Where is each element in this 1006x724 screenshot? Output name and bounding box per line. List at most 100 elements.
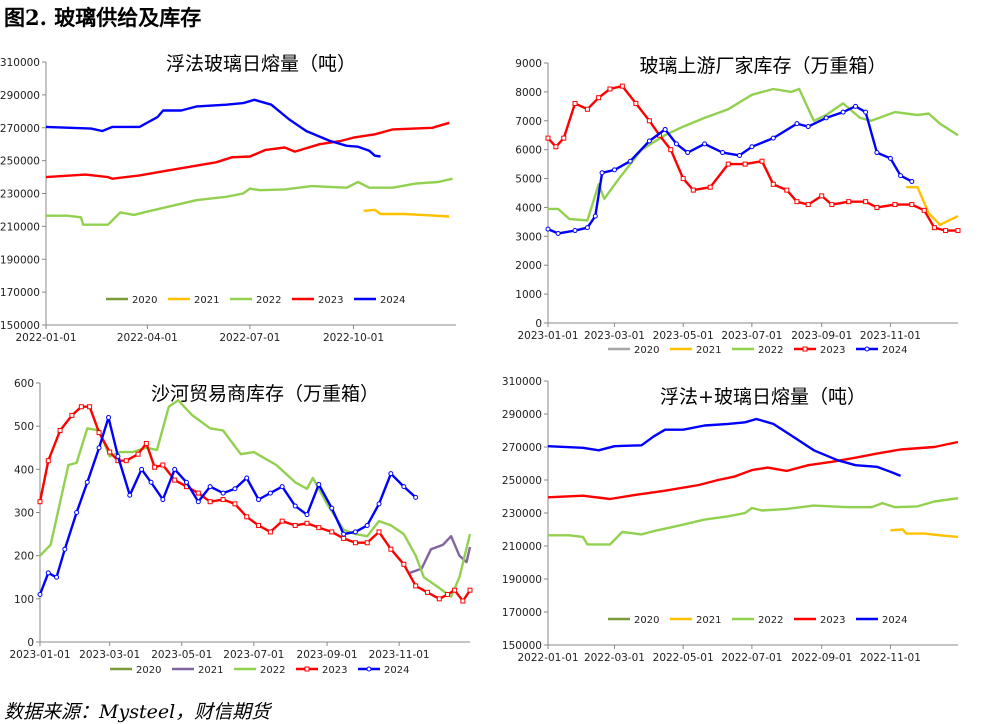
data-point-2023 [256,522,262,528]
data-point-2024 [148,479,154,485]
data-point-2023 [244,514,250,520]
legend-label-2022: 2022 [256,295,281,306]
data-point-2024 [195,499,201,505]
data-point-2024 [685,150,691,156]
data-point-2024 [84,479,90,485]
legend-label-2024: 2024 [882,615,907,626]
series-line-2024 [547,105,913,235]
legend-label-2023: 2023 [820,615,845,626]
data-point-2023 [45,458,51,464]
y-tick-label: 7000 [515,116,542,128]
y-tick-label: 290000 [0,90,40,102]
data-point-2024 [720,150,726,156]
x-tick-label: 2022-05-01 [653,652,714,664]
legend-label-2024: 2024 [384,665,409,676]
data-point-2024 [256,497,262,503]
legend-label-2022: 2022 [260,665,285,676]
data-point-2023 [955,228,961,234]
data-point-2024 [805,124,811,130]
data-point-2024 [823,115,829,121]
data-point-2024 [770,135,776,141]
data-point-2023 [921,207,927,213]
data-point-2023 [143,440,149,446]
data-point-2024 [572,228,578,234]
data-point-2023 [424,589,430,595]
data-point-2023 [596,95,602,101]
y-tick-label: 150000 [0,320,40,332]
data-point-2023 [707,184,713,190]
x-tick-label: 2023-01-01 [517,330,578,342]
series-line-2023 [38,405,472,603]
legend-label-2024: 2024 [882,345,907,356]
data-point-2023 [207,499,213,505]
x-tick-label: 2022-07-01 [219,332,280,344]
legend-marker-2024 [366,666,372,672]
data-point-2023 [829,202,835,208]
data-point-2023 [401,561,407,567]
data-point-2024 [662,126,668,132]
y-tick-label: 8000 [515,87,542,99]
y-tick-label: 600 [14,378,34,390]
data-point-2024 [611,167,617,173]
chart-title: 沙河贸易商库存（万重箱） [151,383,379,405]
data-point-2023 [69,412,75,418]
series-line-2021 [906,185,959,227]
y-tick-label: 200 [14,551,34,563]
chart-title: 浮法+玻璃日熔量（吨） [660,386,866,408]
data-point-2023 [545,135,551,141]
data-point-2023 [805,202,811,208]
data-point-2024 [555,230,561,236]
y-tick-label: 9000 [515,58,542,70]
y-tick-label: 210000 [0,221,40,233]
data-point-2023 [279,518,285,524]
data-point-2024 [139,466,145,472]
data-point-2023 [329,529,335,535]
data-point-2023 [57,427,63,433]
data-point-2024 [736,152,742,158]
data-point-2023 [195,490,201,496]
series-line-2022 [548,87,959,222]
data-point-2024 [45,570,51,576]
data-point-2024 [279,484,285,490]
x-tick-label: 2023-09-01 [791,330,852,342]
data-point-2023 [96,430,102,436]
data-point-2023 [152,464,158,470]
x-tick-label: 2023-05-01 [653,330,714,342]
data-point-2024 [584,225,590,231]
data-point-2023 [572,100,578,106]
data-point-2023 [341,535,347,541]
data-point-2023 [292,522,298,528]
legend-label-2021: 2021 [696,345,721,356]
data-point-2024 [401,484,407,490]
figure-title: 图2. 玻璃供给及库存 [4,5,202,30]
source-note: 数据来源：Mysteel，财信期货 [4,701,271,723]
y-tick-label: 4000 [515,202,542,214]
x-tick-label: 2022-01-01 [15,332,76,344]
data-point-2024 [840,109,846,115]
x-tick-label: 2023-01-01 [9,649,70,661]
legend-marker-2023 [304,666,310,672]
data-point-2023 [37,499,43,505]
legend-label-2021: 2021 [696,615,721,626]
data-point-2024 [673,141,679,147]
x-tick-label: 2023-07-01 [721,330,782,342]
y-tick-label: 270000 [0,123,40,135]
data-point-2024 [96,445,102,451]
legend-label-2020: 2020 [132,295,157,306]
data-point-2024 [352,529,358,535]
x-tick-label: 2022-03-01 [584,652,645,664]
chart-panel-upstream-inventory: 0 1000 2000 3000 4000 5000 6000 7000 8000 9000 202… [515,55,961,356]
legend-label-2021: 2021 [198,665,223,676]
data-point-2023 [794,199,800,205]
data-point-2024 [207,484,213,490]
data-point-2024 [702,141,708,147]
series-line-2023 [547,84,958,232]
data-point-2023 [759,158,765,164]
y-tick-label: 170000 [0,287,40,299]
data-point-2023 [232,501,238,507]
x-tick-label: 2023-03-01 [79,649,140,661]
data-point-2023 [584,106,590,112]
data-point-2024 [232,486,238,492]
chart-title: 浮法玻璃日熔量（吨） [166,53,356,75]
data-point-2023 [680,176,686,182]
